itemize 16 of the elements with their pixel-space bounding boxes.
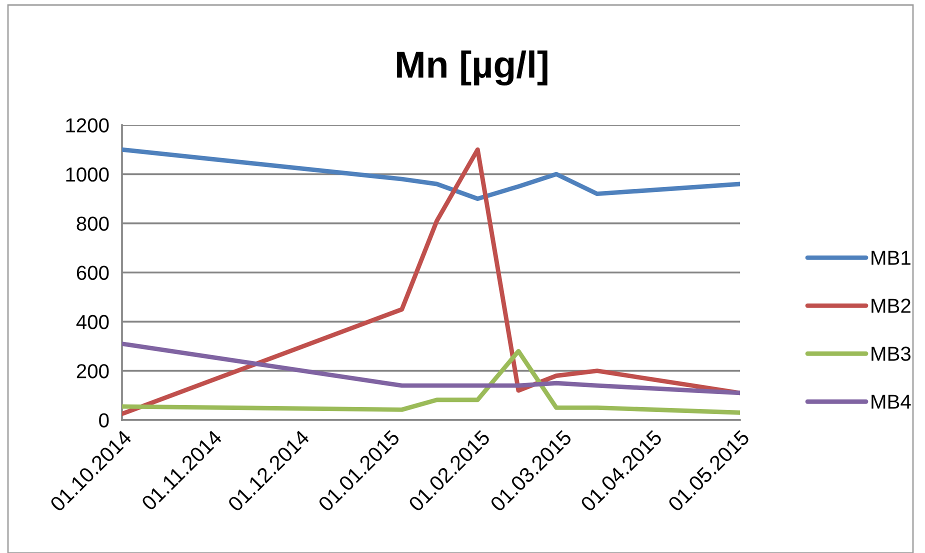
y-tick-label: 1000 — [66, 167, 109, 182]
line-series — [122, 147, 740, 416]
line-series — [122, 342, 740, 396]
legend-label: MB4 — [872, 394, 911, 409]
chart-title: Mn [µg/l] — [397, 50, 548, 86]
line-series — [122, 348, 740, 415]
legend-label: MB2 — [872, 298, 910, 313]
legend-label: MB1 — [872, 250, 910, 265]
legend-label: MB3 — [872, 346, 911, 361]
y-tick-label: 400 — [76, 314, 109, 330]
y-tick-label: 0 — [99, 413, 109, 428]
line-series — [122, 147, 740, 201]
y-tick-label: 800 — [76, 216, 109, 231]
y-tick-label: 1200 — [66, 118, 109, 132]
y-tick-label: 600 — [76, 266, 109, 280]
y-tick-label: 200 — [76, 364, 109, 378]
